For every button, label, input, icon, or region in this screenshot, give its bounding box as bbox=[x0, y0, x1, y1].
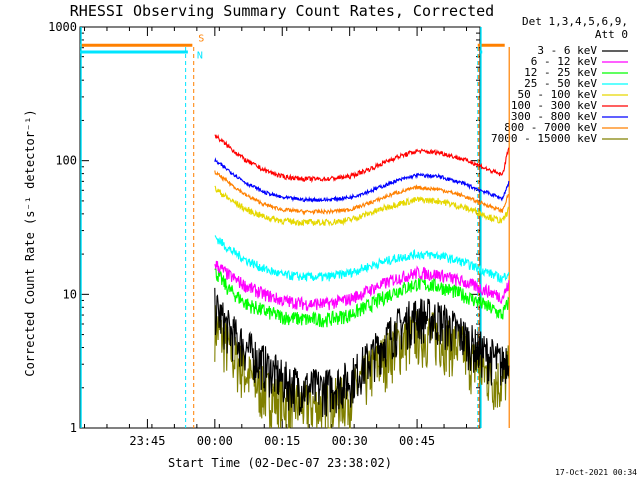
series-line-5 bbox=[214, 134, 510, 184]
legend-header-1: Det 1,3,4,5,6,9, bbox=[522, 15, 628, 28]
series-line-6 bbox=[214, 157, 510, 203]
y-tick-label: 1 bbox=[70, 421, 77, 435]
x-axis-label: Start Time (02-Dec-07 23:38:02) bbox=[168, 456, 392, 470]
plot-area: 1 10 100 1000 23:45 00:00 00:15 00:30 00:45 SN bbox=[48, 20, 510, 448]
x-tick-label: 00:00 bbox=[197, 434, 233, 448]
legend-label: 12 - 25 keV bbox=[524, 66, 597, 79]
legend-label: 50 - 100 keV bbox=[518, 88, 598, 101]
series-line-1 bbox=[214, 260, 510, 312]
legend-label: 100 - 300 keV bbox=[511, 99, 597, 112]
x-tick-label: 00:15 bbox=[264, 434, 300, 448]
series-line-3 bbox=[214, 235, 510, 284]
x-tick-label: 00:45 bbox=[399, 434, 435, 448]
legend-header-2: Att 0 bbox=[595, 28, 628, 41]
footer-timestamp: 17-Oct-2021 00:34 bbox=[555, 468, 637, 477]
y-axis-label: Corrected Count Rate (s⁻¹ detector⁻¹) bbox=[23, 109, 37, 376]
y-tick-label: 10 bbox=[63, 287, 77, 301]
axis-frame bbox=[79, 26, 481, 429]
legend-label: 6 - 12 keV bbox=[531, 55, 598, 68]
legend-label: 7000 - 15000 keV bbox=[491, 132, 597, 145]
series-line-7 bbox=[214, 170, 509, 216]
legend-label: 800 - 7000 keV bbox=[504, 121, 597, 134]
chart-title: RHESSI Observing Summary Count Rates, Co… bbox=[70, 2, 494, 20]
night-flag-label: N bbox=[197, 51, 203, 62]
x-tick-label: 00:30 bbox=[332, 434, 368, 448]
saa-flag-label: S bbox=[198, 33, 204, 44]
y-tick-label: 100 bbox=[55, 154, 77, 168]
series-line-0 bbox=[214, 287, 510, 418]
series-line-2 bbox=[214, 267, 510, 328]
y-tick-label: 1000 bbox=[48, 20, 77, 34]
series-line-4 bbox=[214, 185, 510, 227]
legend-label: 300 - 800 keV bbox=[511, 110, 597, 123]
legend-label: 3 - 6 keV bbox=[537, 44, 597, 57]
x-tick-label: 23:45 bbox=[129, 434, 165, 448]
legend-label: 25 - 50 keV bbox=[524, 77, 597, 90]
